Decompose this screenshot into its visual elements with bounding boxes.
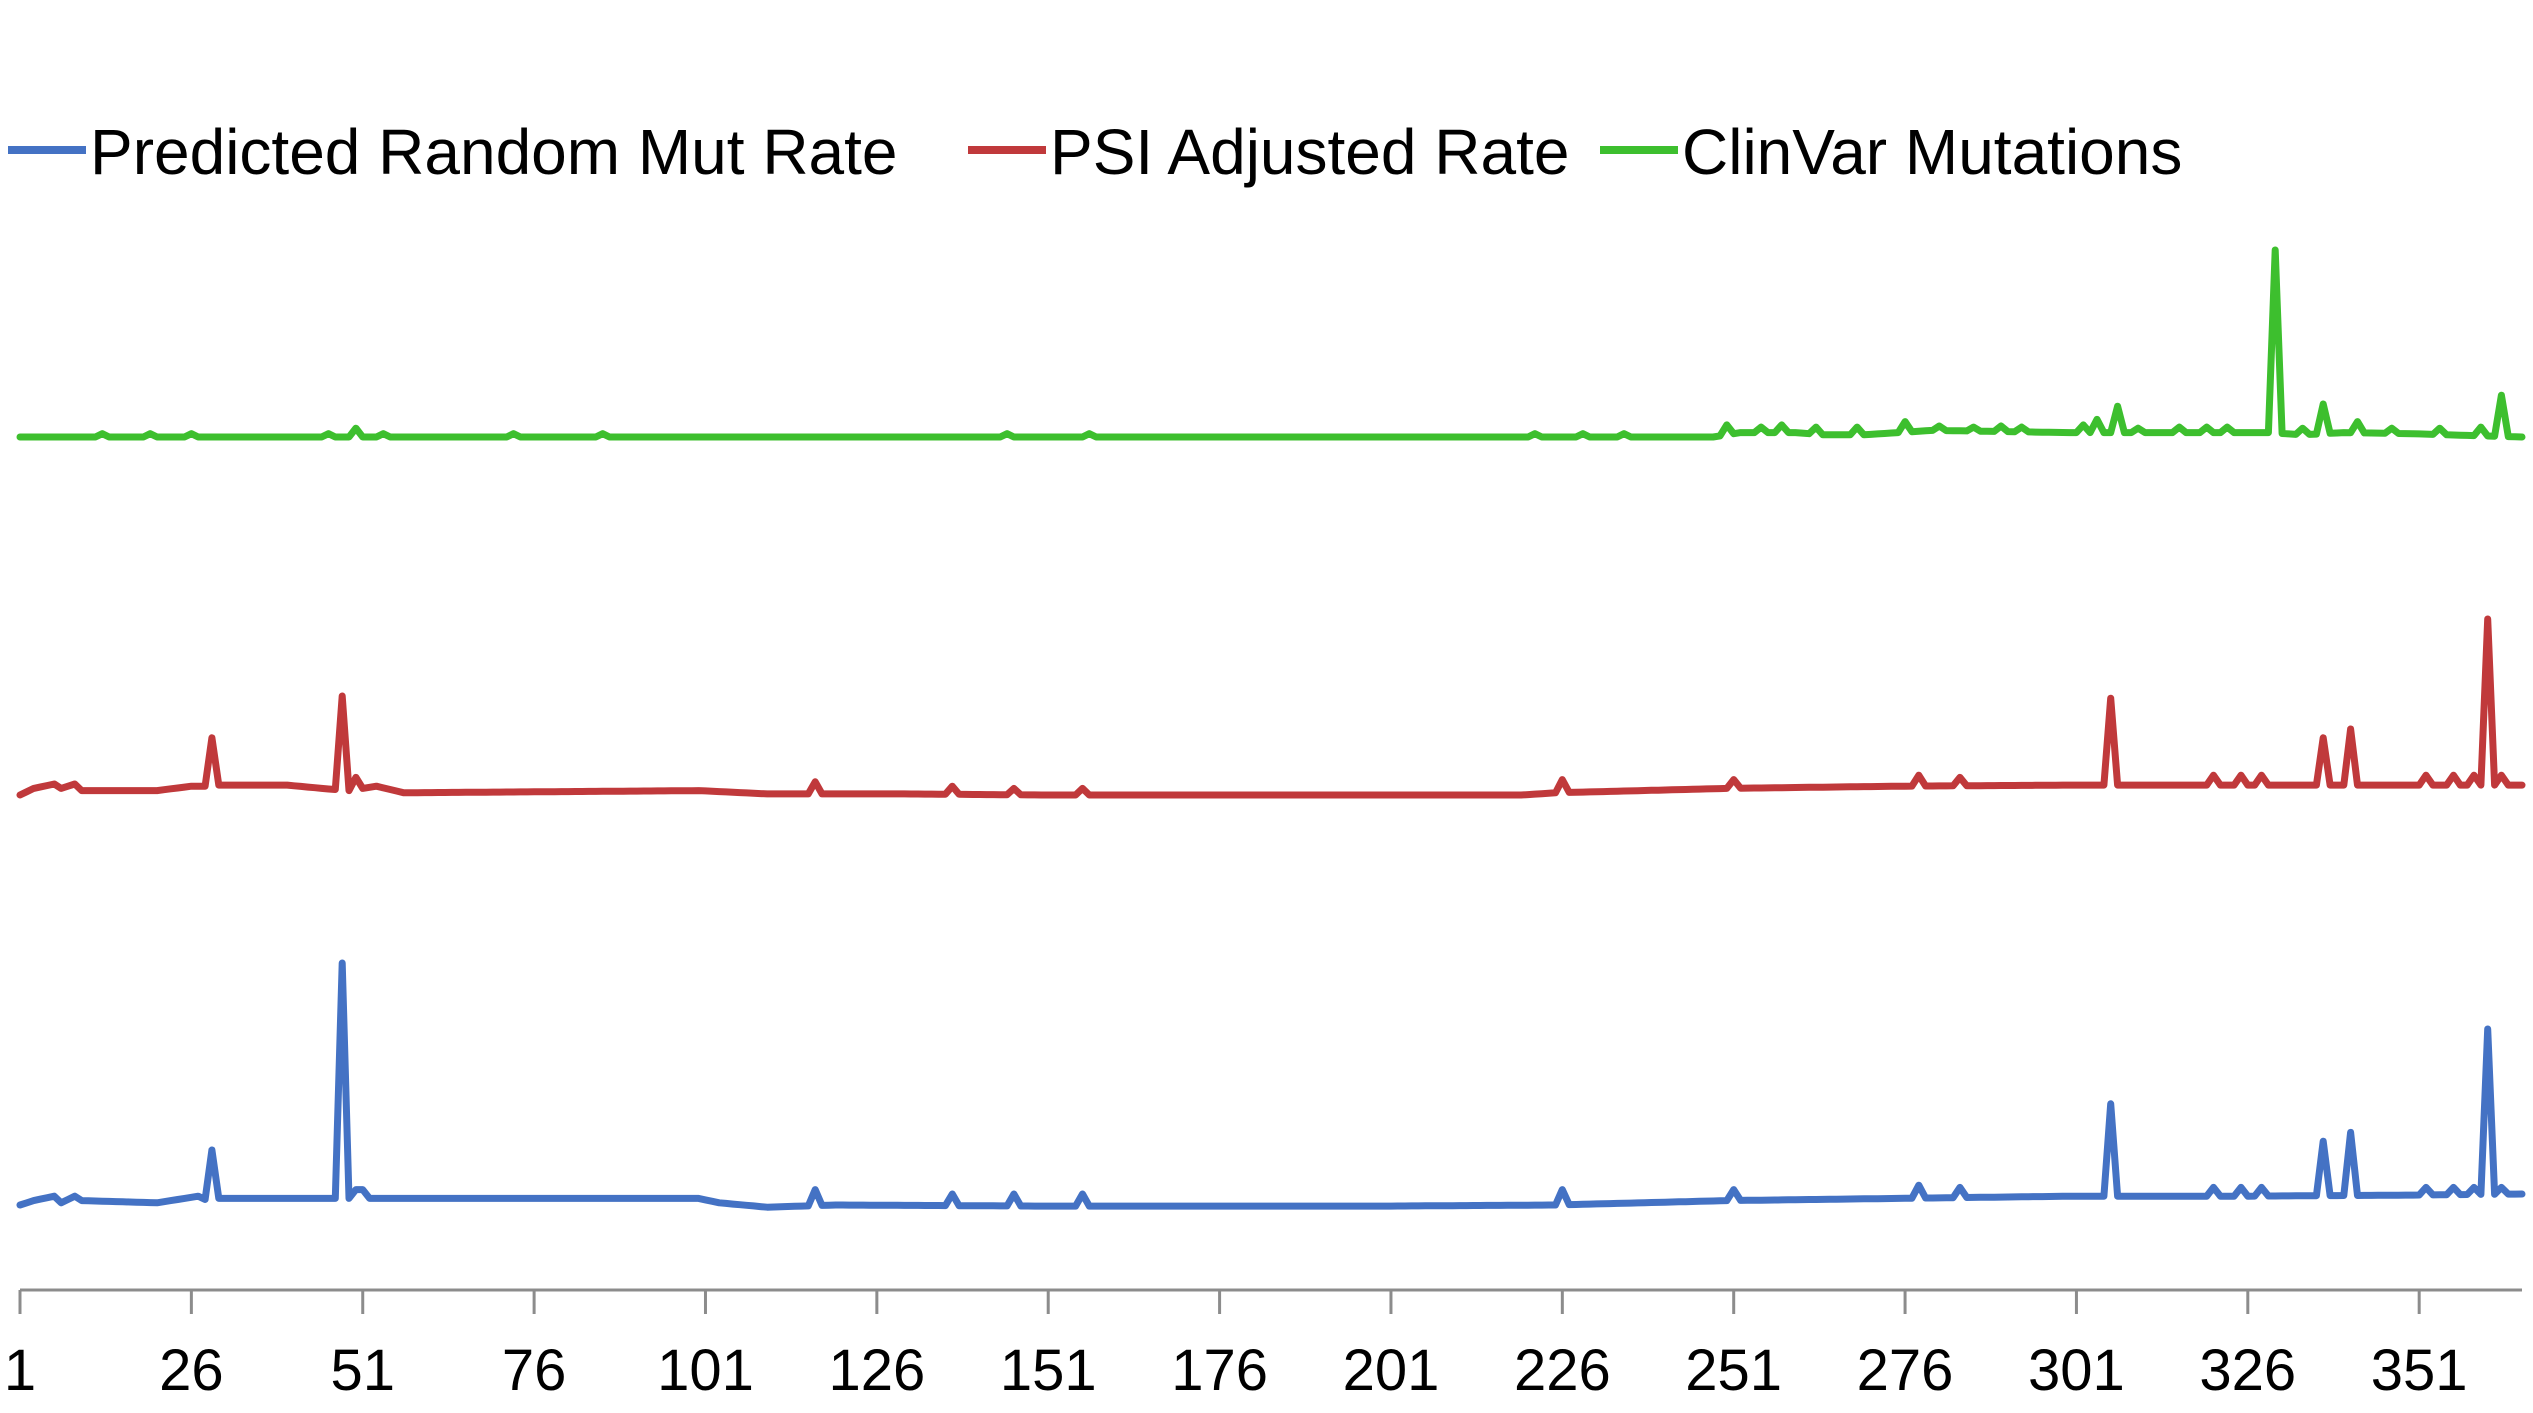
x-tick-label: 101: [657, 1338, 754, 1403]
x-tick-label: 351: [2371, 1338, 2468, 1403]
x-tick-label: 201: [1343, 1338, 1440, 1403]
legend-entry-psi-adjusted-rate: PSI Adjusted Rate: [968, 116, 1569, 188]
x-tick-label: 51: [330, 1338, 395, 1403]
series-layer: [16, 246, 2526, 1211]
x-tick-label: 276: [1857, 1338, 1954, 1403]
legend-entry-clinvar-mutations: ClinVar Mutations: [1600, 116, 2182, 188]
x-tick-label: 176: [1171, 1338, 1268, 1403]
legend-label-psi-adjusted-rate: PSI Adjusted Rate: [1050, 116, 1569, 188]
x-tick-label: 326: [2199, 1338, 2296, 1403]
legend-entry-predicted-random-mut-rate: Predicted Random Mut Rate: [8, 116, 898, 188]
series-line-clinvar-mutations: [16, 246, 2526, 441]
x-tick-label: 26: [159, 1338, 224, 1403]
legend: Predicted Random Mut Rate PSI Adjusted Ra…: [8, 116, 2182, 188]
x-tick-label: 76: [502, 1338, 567, 1403]
series-line-predicted-random-mut-rate: [16, 959, 2526, 1211]
x-tick-label: 301: [2028, 1338, 2125, 1403]
x-tick-label: 251: [1685, 1338, 1782, 1403]
legend-label-clinvar-mutations: ClinVar Mutations: [1682, 116, 2182, 188]
x-tick-label: 151: [1000, 1338, 1097, 1403]
legend-label-predicted-random-mut-rate: Predicted Random Mut Rate: [90, 116, 898, 188]
x-tick-label: 226: [1514, 1338, 1611, 1403]
x-tick-label: 126: [828, 1338, 925, 1403]
x-axis: 1 26 51 76 101 126 151 176 201 226 251 276 301 326 351: [4, 1288, 2522, 1403]
series-line-psi-adjusted-rate: [16, 615, 2526, 799]
x-tick-label: 1: [4, 1338, 36, 1403]
